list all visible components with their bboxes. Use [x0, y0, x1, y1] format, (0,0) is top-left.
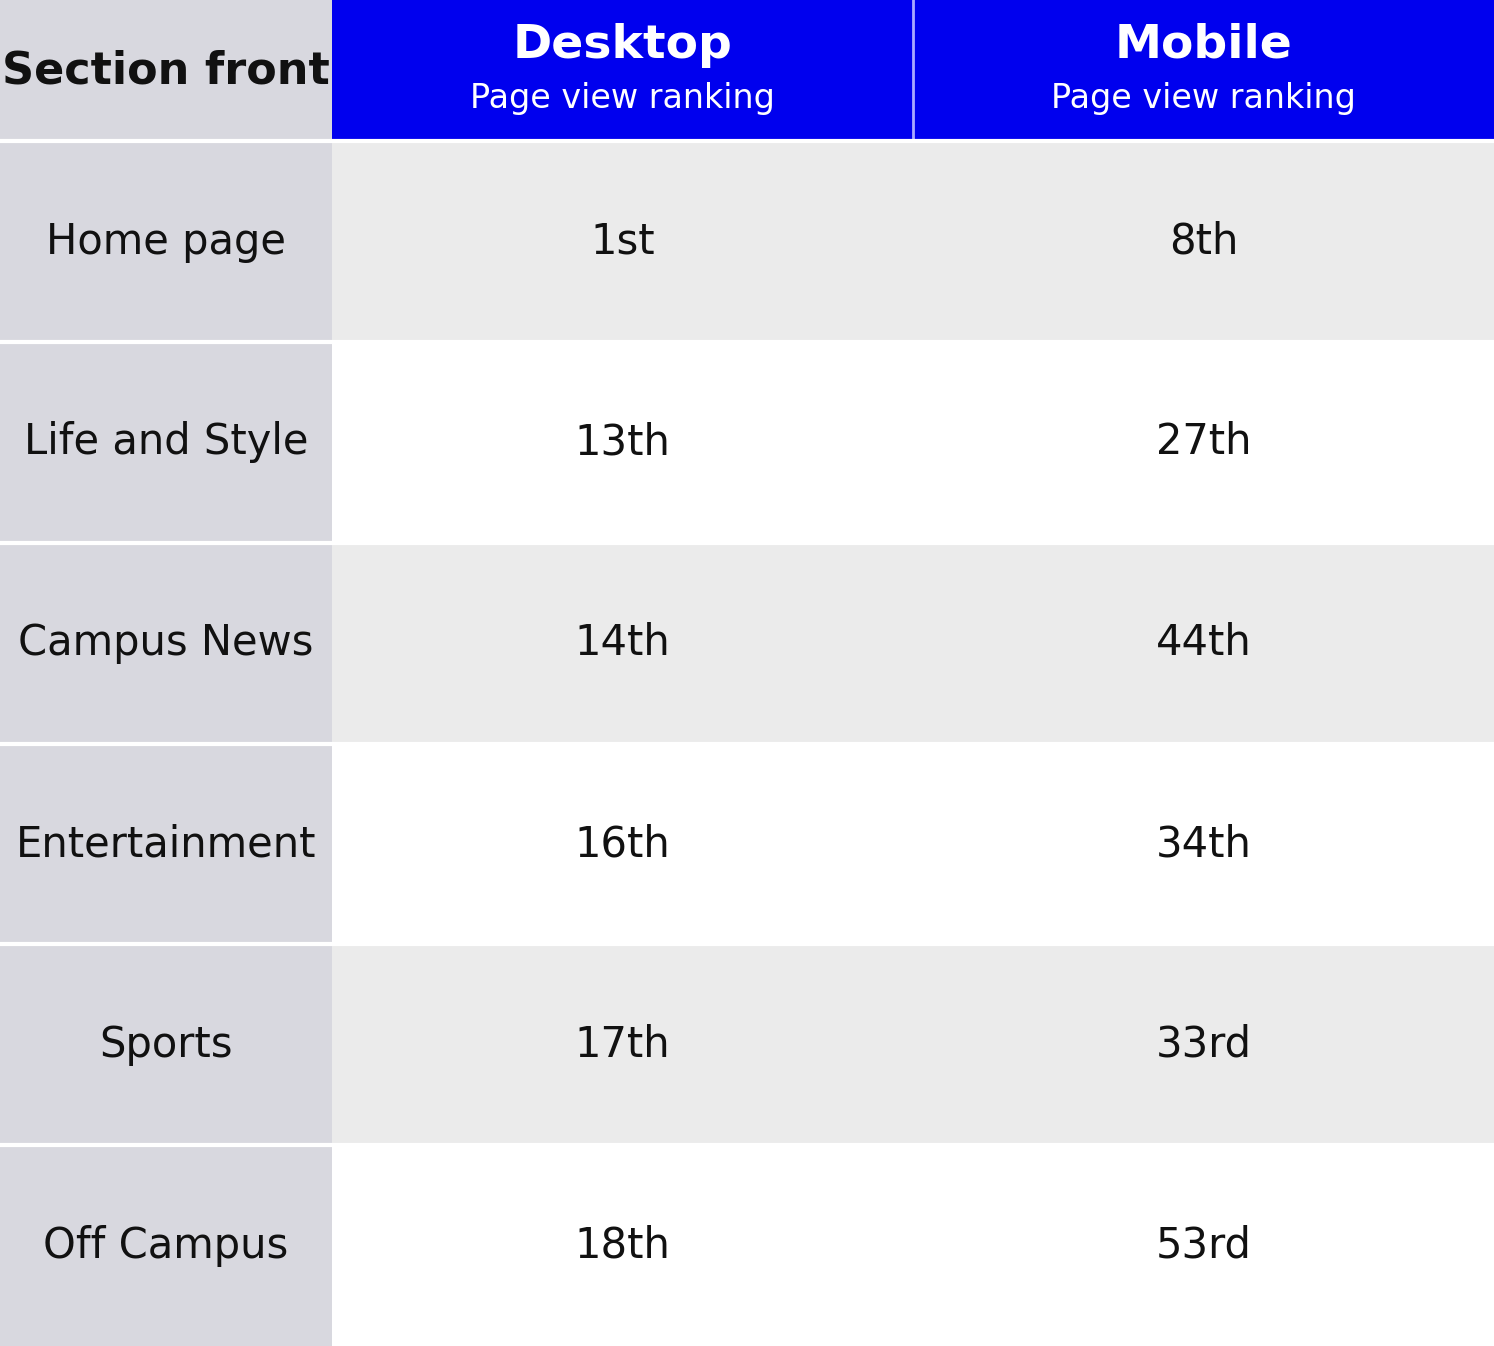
Text: Off Campus: Off Campus [43, 1225, 288, 1267]
Bar [332, 141, 1494, 342]
Bar [0, 1145, 332, 1346]
Text: 14th: 14th [574, 622, 671, 665]
Text: Page view ranking: Page view ranking [469, 82, 775, 116]
Bar [332, 342, 1494, 542]
Text: 18th: 18th [574, 1225, 671, 1267]
Bar [0, 945, 332, 1145]
Text: 8th: 8th [1168, 221, 1239, 262]
Bar [0, 542, 332, 743]
Bar [0, 342, 332, 542]
Text: Campus News: Campus News [18, 622, 314, 665]
Bar [332, 0, 913, 141]
Text: Home page: Home page [46, 221, 285, 262]
Bar [0, 141, 332, 342]
Text: 33rd: 33rd [1155, 1024, 1252, 1066]
Bar [332, 945, 1494, 1145]
Text: Sports: Sports [99, 1024, 233, 1066]
Text: 44th: 44th [1155, 622, 1252, 665]
Text: 13th: 13th [574, 421, 671, 463]
Bar [332, 1145, 1494, 1346]
Text: 53rd: 53rd [1155, 1225, 1252, 1267]
Bar [913, 0, 1494, 141]
Text: 27th: 27th [1156, 421, 1250, 463]
Text: Mobile: Mobile [1115, 23, 1292, 67]
Text: Desktop: Desktop [512, 23, 732, 67]
Bar [0, 743, 332, 945]
Text: 16th: 16th [574, 822, 671, 865]
Text: Life and Style: Life and Style [24, 421, 308, 463]
Text: Section front: Section front [1, 50, 330, 92]
Bar [332, 743, 1494, 945]
Text: 17th: 17th [574, 1024, 671, 1066]
Text: Page view ranking: Page view ranking [1050, 82, 1357, 116]
Text: 1st: 1st [590, 221, 654, 262]
Text: Entertainment: Entertainment [15, 822, 317, 865]
Bar [0, 0, 332, 141]
Text: 34th: 34th [1155, 822, 1252, 865]
Bar [332, 542, 1494, 743]
